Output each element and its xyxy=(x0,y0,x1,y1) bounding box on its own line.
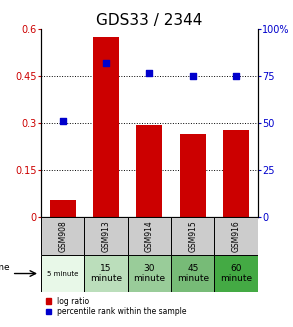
Bar xyxy=(41,217,84,255)
Bar xyxy=(223,129,249,217)
Bar xyxy=(171,255,214,292)
Bar xyxy=(93,37,119,217)
Text: GSM908: GSM908 xyxy=(58,220,67,252)
Point xyxy=(104,60,108,66)
Text: 30
minute: 30 minute xyxy=(133,264,166,283)
Bar xyxy=(171,217,214,255)
Bar xyxy=(137,125,162,217)
Bar xyxy=(214,255,258,292)
Bar xyxy=(84,255,128,292)
Text: GSM916: GSM916 xyxy=(232,220,241,252)
Legend: log ratio, percentile rank within the sample: log ratio, percentile rank within the sa… xyxy=(45,296,187,317)
Text: GSM915: GSM915 xyxy=(188,220,197,252)
Text: 5 minute: 5 minute xyxy=(47,270,79,277)
Text: GSM914: GSM914 xyxy=(145,220,154,252)
Bar xyxy=(41,255,84,292)
Bar xyxy=(214,217,258,255)
Text: 15
minute: 15 minute xyxy=(90,264,122,283)
Point xyxy=(234,74,239,79)
Point xyxy=(190,74,195,79)
Text: time: time xyxy=(0,263,11,272)
Point xyxy=(60,119,65,124)
Text: GSM913: GSM913 xyxy=(102,220,110,252)
Bar xyxy=(180,134,206,217)
Text: 60
minute: 60 minute xyxy=(220,264,252,283)
Bar xyxy=(50,200,76,217)
Bar xyxy=(128,217,171,255)
Text: 45
minute: 45 minute xyxy=(177,264,209,283)
Bar xyxy=(128,255,171,292)
Point xyxy=(147,70,152,75)
Title: GDS33 / 2344: GDS33 / 2344 xyxy=(96,13,203,28)
Bar xyxy=(84,217,128,255)
